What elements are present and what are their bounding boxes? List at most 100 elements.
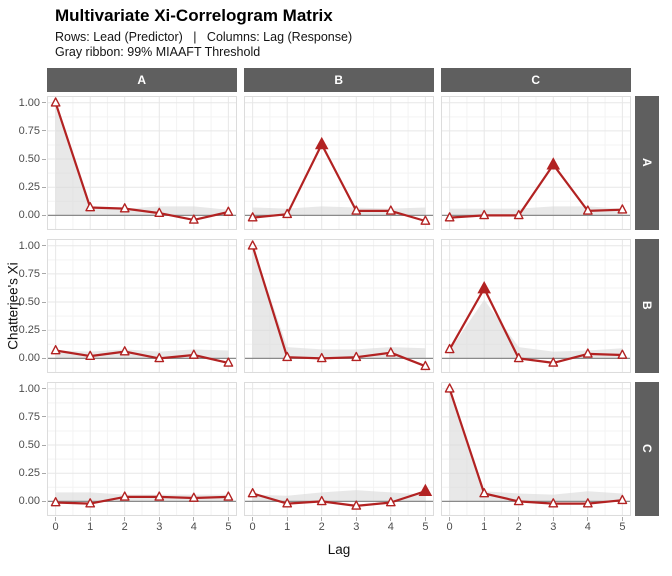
- y-tick-mark: [42, 245, 46, 247]
- y-tick-mark: [42, 357, 46, 359]
- x-tick-label: 1: [481, 521, 488, 533]
- x-tick-mark: [55, 517, 57, 521]
- point-marker: [617, 204, 628, 214]
- point-marker: [282, 498, 293, 508]
- point-marker: [420, 360, 431, 371]
- point-marker: [385, 496, 396, 507]
- y-tick-label: 0.50: [18, 153, 40, 166]
- xi-line: [448, 287, 623, 365]
- point-marker: [119, 491, 130, 501]
- panel-A-A: [47, 96, 237, 230]
- point-marker: [420, 215, 431, 225]
- facet-row-strip-A: A: [635, 96, 659, 230]
- x-tick-label: 4: [584, 521, 591, 533]
- x-tick-mark: [286, 517, 288, 521]
- significant-point-marker: [477, 281, 491, 294]
- x-tick-label: 0: [446, 521, 453, 533]
- x-tick-mark: [449, 517, 451, 521]
- x-tick-mark: [89, 517, 91, 521]
- x-tick-mark: [321, 517, 323, 521]
- panel-A-C: [441, 96, 631, 230]
- point-marker: [247, 487, 258, 498]
- point-marker: [351, 500, 362, 510]
- x-tick-mark: [355, 517, 357, 521]
- x-tick-label: 4: [190, 521, 197, 533]
- x-tick-mark: [483, 517, 485, 521]
- point-marker: [154, 352, 165, 363]
- x-tick-label: 1: [284, 521, 291, 533]
- significant-point-marker: [314, 136, 329, 150]
- panel-B-C: [441, 239, 631, 373]
- threshold-ribbon: [252, 245, 426, 359]
- xi-line: [55, 495, 229, 505]
- point-marker: [385, 205, 396, 215]
- point-marker: [617, 349, 628, 359]
- y-tick-label: 0.00: [18, 495, 40, 508]
- x-tick-label: 2: [121, 521, 128, 533]
- point-marker: [223, 206, 234, 216]
- point-marker: [282, 351, 293, 362]
- panel-C-C: [441, 382, 631, 516]
- y-tick-label: 0.25: [18, 324, 40, 337]
- chart-subtitle-line2: Gray ribbon: 99% MIAAFT Threshold: [55, 45, 261, 59]
- x-tick-mark: [424, 517, 426, 521]
- significant-point-marker: [546, 157, 561, 170]
- y-tick-label: 0.25: [18, 467, 40, 480]
- y-tick-mark: [42, 186, 46, 188]
- panel-C-A: [47, 382, 237, 516]
- y-tick-label: 1.00: [18, 96, 40, 109]
- panel-B-A: [47, 239, 237, 373]
- point-marker: [247, 240, 258, 250]
- point-marker: [154, 491, 165, 501]
- y-tick-mark: [42, 444, 46, 446]
- y-tick-mark: [42, 301, 46, 303]
- panel-B-B: [244, 239, 434, 373]
- xi-line: [54, 102, 229, 222]
- significant-point-marker: [418, 483, 433, 497]
- y-tick-label: 1.00: [18, 382, 40, 395]
- point-marker: [582, 205, 593, 215]
- facet-row-strip-B: B: [635, 239, 659, 373]
- point-marker: [50, 496, 61, 507]
- point-marker: [223, 357, 234, 367]
- y-tick-label: 0.00: [18, 209, 40, 222]
- point-marker: [188, 492, 199, 502]
- x-tick-label: 2: [318, 521, 325, 533]
- xi-line: [449, 163, 623, 219]
- point-marker: [119, 346, 130, 356]
- point-marker: [479, 209, 490, 220]
- point-marker: [154, 207, 165, 218]
- point-marker: [351, 205, 362, 215]
- xi-line: [55, 349, 229, 364]
- threshold-ribbon: [449, 206, 623, 216]
- x-tick-mark: [124, 517, 126, 521]
- panel-C-B: [244, 382, 434, 516]
- point-marker: [188, 349, 199, 359]
- point-marker: [444, 212, 455, 222]
- y-tick-mark: [42, 273, 46, 275]
- facet-col-strip-C: C: [441, 68, 631, 92]
- x-tick-mark: [587, 517, 589, 521]
- y-tick-mark: [42, 130, 46, 132]
- y-tick-mark: [42, 416, 46, 418]
- point-marker: [223, 491, 234, 501]
- point-marker: [316, 352, 327, 363]
- y-tick-label: 0.75: [18, 124, 40, 137]
- x-tick-label: 3: [353, 521, 360, 533]
- point-marker: [85, 498, 96, 508]
- point-marker: [282, 208, 293, 219]
- x-tick-mark: [518, 517, 520, 521]
- xi-line: [252, 143, 426, 223]
- xi-line: [252, 490, 426, 508]
- point-marker: [582, 348, 593, 358]
- y-tick-label: 0.75: [18, 267, 40, 280]
- y-tick-mark: [42, 102, 46, 104]
- x-tick-label: 3: [156, 521, 163, 533]
- point-marker: [50, 97, 61, 107]
- y-tick-mark: [42, 500, 46, 502]
- point-marker: [316, 495, 327, 506]
- x-tick-label: 5: [225, 521, 232, 533]
- point-marker: [85, 201, 96, 212]
- point-marker: [513, 352, 524, 363]
